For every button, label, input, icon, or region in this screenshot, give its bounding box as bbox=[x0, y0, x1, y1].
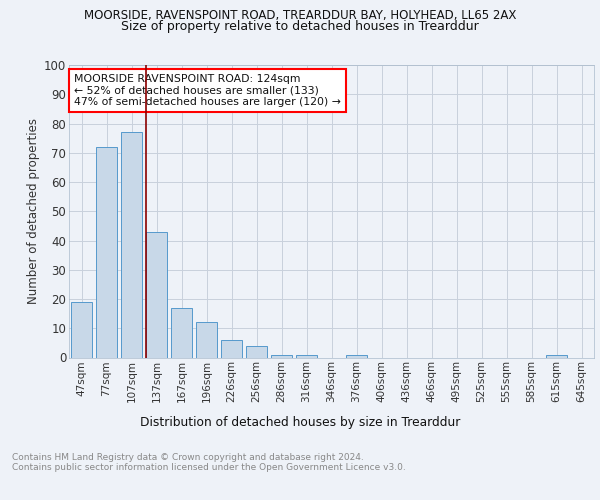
Text: Distribution of detached houses by size in Trearddur: Distribution of detached houses by size … bbox=[140, 416, 460, 429]
Bar bbox=[196, 322, 217, 358]
Text: MOORSIDE RAVENSPOINT ROAD: 124sqm
← 52% of detached houses are smaller (133)
47%: MOORSIDE RAVENSPOINT ROAD: 124sqm ← 52% … bbox=[74, 74, 341, 107]
Bar bbox=[221, 340, 242, 357]
Bar bbox=[546, 354, 567, 358]
Bar bbox=[271, 354, 292, 358]
Bar bbox=[96, 147, 117, 358]
Bar bbox=[171, 308, 192, 358]
Bar bbox=[346, 354, 367, 358]
Bar bbox=[71, 302, 92, 358]
Text: Contains HM Land Registry data © Crown copyright and database right 2024.
Contai: Contains HM Land Registry data © Crown c… bbox=[12, 452, 406, 472]
Bar bbox=[146, 232, 167, 358]
Text: Size of property relative to detached houses in Trearddur: Size of property relative to detached ho… bbox=[121, 20, 479, 33]
Y-axis label: Number of detached properties: Number of detached properties bbox=[27, 118, 40, 304]
Bar bbox=[296, 354, 317, 358]
Bar bbox=[121, 132, 142, 358]
Bar bbox=[246, 346, 267, 358]
Text: MOORSIDE, RAVENSPOINT ROAD, TREARDDUR BAY, HOLYHEAD, LL65 2AX: MOORSIDE, RAVENSPOINT ROAD, TREARDDUR BA… bbox=[84, 9, 516, 22]
